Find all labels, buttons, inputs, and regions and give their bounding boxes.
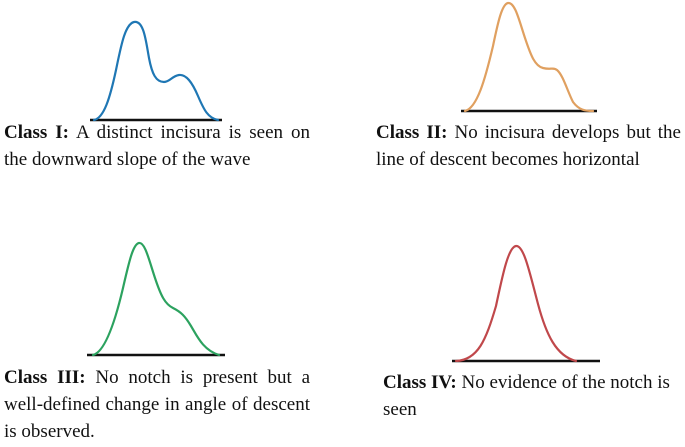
waveform-class-3 [87,241,225,357]
class-label: Class I: [4,122,69,143]
caption-class-4: Class IV: No evidence of the notch is se… [383,369,683,423]
class-description: No incisura develops but the line of des… [376,122,681,170]
caption-class-1: Class I: A distinct incisura is seen on … [4,119,310,173]
class-description: No evidence of the notch is seen [383,372,670,420]
pulse-curve-class-4 [454,244,578,363]
class-description: A distinct incisura is seen on the downw… [4,122,311,170]
pulse-curve-class-1 [92,20,220,122]
waveform-class-4 [452,244,600,363]
class-label: Class II: [376,122,448,143]
pulse-curve-class-2 [463,1,595,113]
class-description: No notch is present but a well-defined c… [4,367,311,442]
waveform-class-2 [461,1,597,113]
pulse-curve-class-3 [91,241,221,357]
class-label: Class IV: [383,372,457,393]
caption-class-3: Class III: No notch is present but a wel… [4,364,310,445]
caption-class-2: Class II: No incisura develops but the l… [376,119,681,173]
class-label: Class III: [4,367,86,388]
waveform-class-1 [90,20,222,122]
